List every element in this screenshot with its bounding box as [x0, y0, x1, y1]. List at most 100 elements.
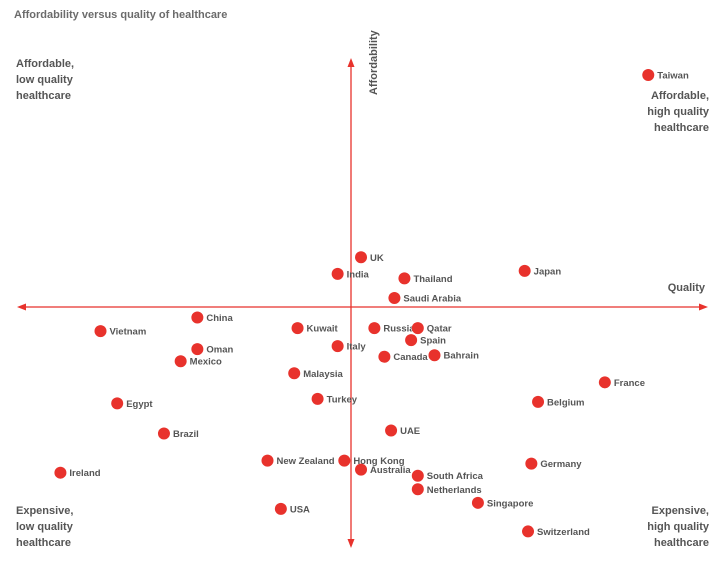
data-point-netherlands: Netherlands: [411, 483, 482, 496]
quadrant-label-line: healthcare: [653, 537, 709, 549]
point-marker: [385, 424, 398, 437]
point-label: Germany: [540, 459, 582, 470]
point-marker: [191, 343, 204, 356]
point-marker: [428, 349, 441, 362]
point-marker: [642, 69, 655, 82]
point-marker: [157, 427, 170, 440]
data-point-switzerland: Switzerland: [522, 525, 590, 538]
quadrant-label-line: Expensive,: [651, 505, 709, 517]
point-marker: [291, 322, 304, 335]
point-label: India: [347, 269, 370, 280]
quadrant-label-bottom-left: Expensive, low quality healthcare: [16, 503, 73, 551]
quadrant-label-line: Affordable,: [650, 90, 709, 102]
data-point-india: India: [331, 267, 370, 280]
quadrant-label-bottom-right: Expensive, high quality healthcare: [647, 503, 709, 551]
data-point-saudi-arabia: Saudi Arabia: [388, 291, 462, 304]
point-marker: [191, 311, 204, 324]
point-label: France: [614, 378, 645, 389]
data-point-qatar: Qatar: [411, 322, 452, 335]
quadrant-label-line: Affordable,: [16, 58, 75, 70]
point-marker: [338, 454, 351, 467]
quadrant-label-line: healthcare: [16, 537, 72, 549]
point-label: Hong Kong: [353, 456, 404, 467]
data-point-vietnam: Vietnam: [94, 325, 146, 338]
data-point-new-zealand: New Zealand: [261, 454, 335, 467]
point-marker: [411, 483, 424, 496]
axes: [17, 58, 708, 548]
point-marker: [598, 376, 611, 389]
point-label: Netherlands: [427, 485, 482, 496]
data-point-kuwait: Kuwait: [291, 322, 339, 335]
point-marker: [411, 322, 424, 335]
data-point-canada: Canada: [378, 350, 428, 363]
point-label: South Africa: [427, 471, 484, 482]
point-label: Spain: [420, 336, 446, 347]
data-point-germany: Germany: [525, 457, 582, 470]
point-label: Egypt: [126, 399, 153, 410]
data-point-australia: Australia: [355, 463, 411, 476]
point-marker: [355, 251, 368, 264]
point-label: Turkey: [327, 394, 358, 405]
chart-title: Affordability versus quality of healthca…: [14, 9, 228, 21]
data-point-belgium: Belgium: [532, 395, 585, 408]
point-marker: [331, 340, 344, 353]
point-label: New Zealand: [277, 456, 335, 467]
point-label: Taiwan: [657, 71, 689, 82]
point-label: Saudi Arabia: [403, 293, 461, 304]
point-label: Oman: [206, 345, 233, 356]
point-marker: [388, 291, 401, 304]
point-marker: [405, 334, 418, 347]
point-label: Thailand: [413, 274, 452, 285]
point-label: Japan: [534, 266, 562, 277]
point-label: Brazil: [173, 429, 199, 440]
point-label: UAE: [400, 426, 420, 437]
point-marker: [311, 392, 324, 405]
point-label: Belgium: [547, 397, 584, 408]
data-point-turkey: Turkey: [311, 392, 358, 405]
quadrant-label-top-right: Affordable, high quality healthcare: [647, 88, 709, 136]
data-point-thailand: Thailand: [398, 272, 453, 285]
point-label: Ireland: [69, 468, 100, 479]
data-point-china: China: [191, 311, 233, 324]
quadrant-label-top-left: Affordable, low quality healthcare: [16, 56, 74, 104]
point-marker: [54, 466, 67, 479]
point-label: USA: [290, 504, 310, 515]
quadrant-label-line: healthcare: [653, 122, 709, 134]
x-axis-arrow-left: [17, 303, 26, 311]
point-marker: [355, 463, 368, 476]
point-label: China: [206, 313, 233, 324]
y-axis-arrow-bottom: [347, 539, 355, 548]
data-point-russia: Russia: [368, 322, 415, 335]
point-marker: [525, 457, 538, 470]
point-label: Singapore: [487, 498, 533, 509]
point-marker: [532, 395, 545, 408]
point-label: Switzerland: [537, 527, 590, 538]
data-point-malaysia: Malaysia: [288, 367, 344, 380]
data-point-hong-kong: Hong Kong: [338, 454, 405, 467]
point-label: Russia: [383, 324, 415, 335]
point-marker: [398, 272, 411, 285]
point-marker: [518, 264, 531, 277]
data-point-usa: USA: [274, 502, 310, 515]
data-point-brazil: Brazil: [157, 427, 199, 440]
point-marker: [411, 469, 424, 482]
x-axis-arrow-right: [699, 303, 708, 311]
point-label: Kuwait: [307, 324, 339, 335]
data-point-south-africa: South Africa: [411, 469, 484, 482]
quadrant-label-line: high quality: [647, 521, 709, 533]
point-label: Canada: [393, 352, 428, 363]
quadrant-label-line: low quality: [16, 74, 73, 86]
data-point-taiwan: Taiwan: [642, 69, 689, 82]
y-axis-arrow-top: [347, 58, 355, 67]
point-label: UK: [370, 253, 384, 264]
data-point-japan: Japan: [518, 264, 562, 277]
point-marker: [331, 267, 344, 280]
x-axis-label: Quality: [667, 282, 705, 294]
data-point-mexico: Mexico: [174, 355, 222, 368]
point-marker: [378, 350, 391, 363]
data-point-oman: Oman: [191, 343, 233, 356]
point-label: Malaysia: [303, 369, 343, 380]
data-point-uae: UAE: [385, 424, 420, 437]
quadrant-label-line: healthcare: [16, 90, 72, 102]
